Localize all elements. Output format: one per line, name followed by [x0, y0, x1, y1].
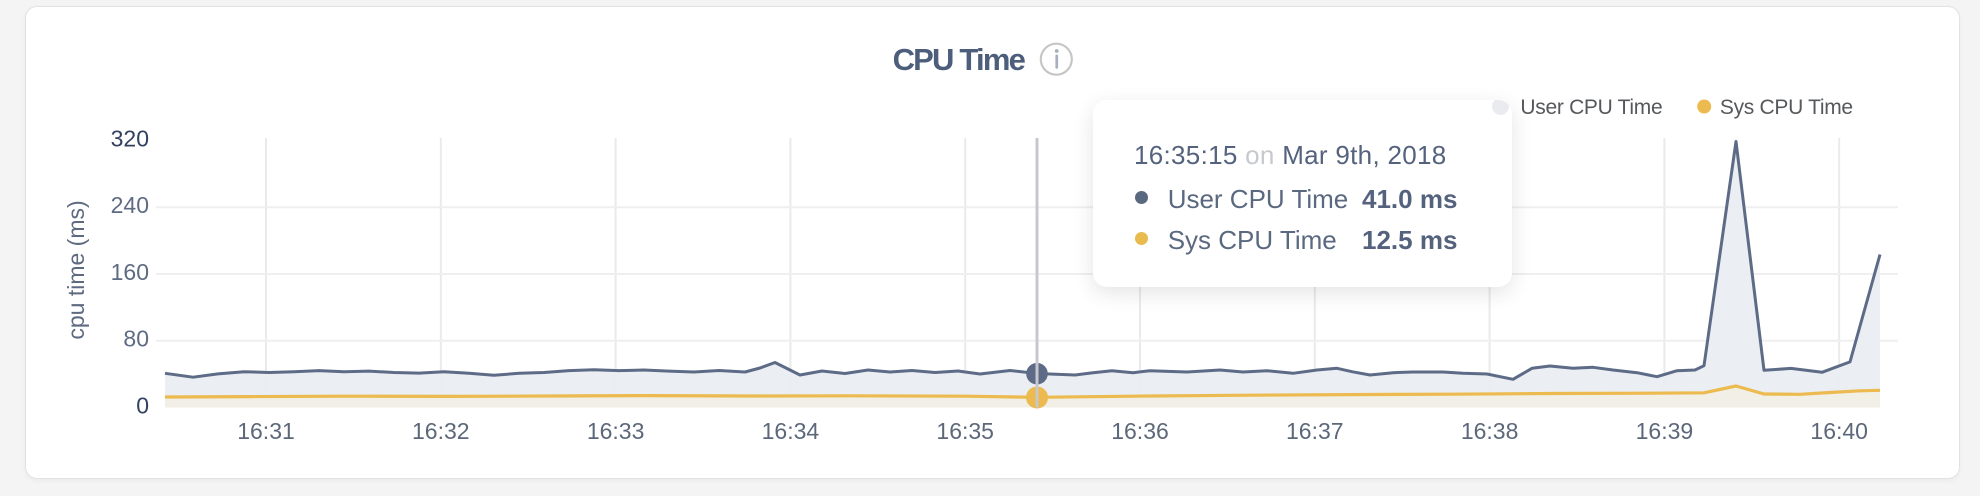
- svg-text:16:36: 16:36: [1111, 418, 1169, 444]
- svg-text:16:33: 16:33: [587, 418, 645, 444]
- svg-text:240: 240: [111, 192, 149, 218]
- svg-text:16:31: 16:31: [237, 418, 295, 444]
- svg-text:16:35: 16:35: [936, 418, 994, 444]
- svg-text:16:40: 16:40: [1810, 418, 1868, 444]
- svg-text:User CPU Time: User CPU Time: [1520, 96, 1662, 119]
- svg-text:16:37: 16:37: [1286, 418, 1344, 444]
- svg-text:320: 320: [111, 126, 149, 152]
- svg-text:16:32: 16:32: [412, 418, 470, 444]
- svg-text:80: 80: [123, 326, 149, 352]
- svg-text:16:39: 16:39: [1636, 418, 1694, 444]
- svg-text:CPU Time: CPU Time: [893, 42, 1026, 77]
- svg-text:0: 0: [136, 393, 149, 419]
- svg-text:16:38: 16:38: [1461, 418, 1519, 444]
- svg-text:Sys CPU Time: Sys CPU Time: [1720, 96, 1853, 119]
- svg-text:cpu time (ms): cpu time (ms): [63, 200, 89, 339]
- svg-text:16:34: 16:34: [762, 418, 820, 444]
- svg-text:160: 160: [111, 259, 149, 285]
